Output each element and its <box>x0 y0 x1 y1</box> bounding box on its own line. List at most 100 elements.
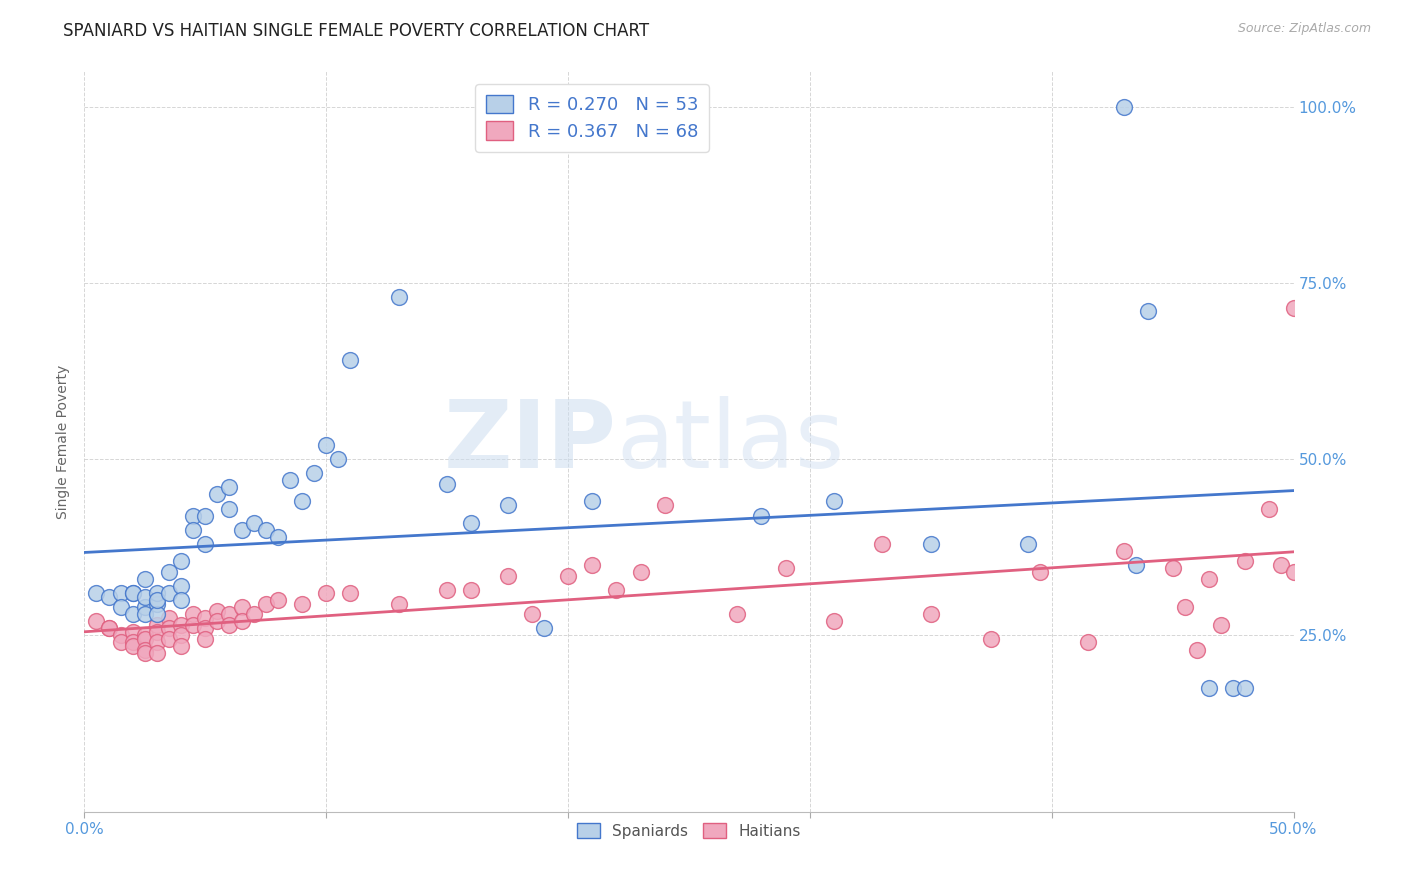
Point <box>339 586 361 600</box>
Text: atlas: atlas <box>616 395 845 488</box>
Point <box>605 582 627 597</box>
Point <box>630 565 652 579</box>
Point <box>121 607 143 622</box>
Point <box>194 632 217 646</box>
Point <box>134 607 156 622</box>
Point <box>121 624 143 639</box>
Point <box>291 597 314 611</box>
Point <box>1161 561 1184 575</box>
Point <box>146 607 169 622</box>
Point <box>194 621 217 635</box>
Point <box>254 523 277 537</box>
Point <box>1017 537 1039 551</box>
Point <box>1077 635 1099 649</box>
Point <box>496 498 519 512</box>
Point <box>170 628 193 642</box>
Text: Source: ZipAtlas.com: Source: ZipAtlas.com <box>1237 22 1371 36</box>
Point <box>1028 565 1050 579</box>
Point <box>581 558 603 572</box>
Point <box>146 597 169 611</box>
Point <box>110 600 132 615</box>
Point <box>725 607 748 622</box>
Point <box>170 618 193 632</box>
Point <box>157 565 180 579</box>
Point <box>291 494 314 508</box>
Point <box>121 639 143 653</box>
Point <box>218 607 240 622</box>
Point <box>1270 558 1292 572</box>
Point <box>194 611 217 625</box>
Point <box>254 597 277 611</box>
Point <box>1114 100 1136 114</box>
Point <box>520 607 543 622</box>
Point <box>134 572 156 586</box>
Point <box>1209 618 1232 632</box>
Point <box>146 586 169 600</box>
Point <box>134 590 156 604</box>
Point <box>302 467 325 481</box>
Point <box>1282 565 1305 579</box>
Text: SPANIARD VS HAITIAN SINGLE FEMALE POVERTY CORRELATION CHART: SPANIARD VS HAITIAN SINGLE FEMALE POVERT… <box>63 22 650 40</box>
Point <box>218 480 240 494</box>
Point <box>170 593 193 607</box>
Point <box>134 642 156 657</box>
Point <box>388 290 411 304</box>
Point <box>1137 304 1160 318</box>
Point <box>460 582 482 597</box>
Point <box>231 600 253 615</box>
Point <box>157 586 180 600</box>
Point <box>496 568 519 582</box>
Point <box>207 604 229 618</box>
Point <box>181 618 204 632</box>
Legend: Spaniards, Haitians: Spaniards, Haitians <box>571 816 807 845</box>
Text: ZIP: ZIP <box>443 395 616 488</box>
Point <box>267 530 290 544</box>
Point <box>1125 558 1147 572</box>
Point <box>920 607 942 622</box>
Point <box>218 501 240 516</box>
Point <box>436 582 458 597</box>
Point <box>194 508 217 523</box>
Point <box>980 632 1002 646</box>
Point <box>194 537 217 551</box>
Point <box>1185 642 1208 657</box>
Point <box>231 615 253 629</box>
Point <box>121 635 143 649</box>
Point <box>97 621 120 635</box>
Point <box>110 635 132 649</box>
Point <box>134 632 156 646</box>
Point <box>146 624 169 639</box>
Point <box>170 579 193 593</box>
Point <box>242 607 264 622</box>
Point <box>157 611 180 625</box>
Point <box>1258 501 1281 516</box>
Point <box>121 586 143 600</box>
Point <box>557 568 579 582</box>
Point <box>920 537 942 551</box>
Point <box>170 554 193 568</box>
Point <box>460 516 482 530</box>
Point <box>110 628 132 642</box>
Point <box>121 586 143 600</box>
Point <box>823 494 845 508</box>
Point <box>1234 554 1257 568</box>
Point <box>328 452 350 467</box>
Point <box>110 586 132 600</box>
Point <box>1198 681 1220 696</box>
Point <box>267 593 290 607</box>
Point <box>207 487 229 501</box>
Point <box>146 618 169 632</box>
Point <box>134 646 156 660</box>
Point <box>181 523 204 537</box>
Point <box>181 607 204 622</box>
Point <box>97 590 120 604</box>
Point <box>315 438 337 452</box>
Point <box>1282 301 1305 315</box>
Point <box>146 635 169 649</box>
Point <box>207 615 229 629</box>
Point <box>157 621 180 635</box>
Point <box>872 537 894 551</box>
Point <box>1234 681 1257 696</box>
Point <box>146 646 169 660</box>
Point <box>533 621 555 635</box>
